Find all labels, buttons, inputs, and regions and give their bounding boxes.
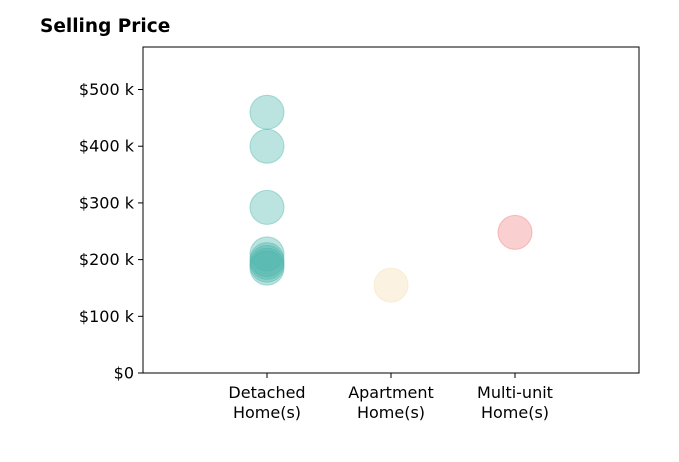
x-tick-label: Apartment Home(s) [348,383,434,422]
data-point [249,244,285,280]
y-tick-label: $200 k [79,250,135,269]
chart-title: Selling Price [40,16,171,37]
x-tick-label: Multi-unit Home(s) [477,383,553,422]
y-tick-label: $400 k [79,137,135,156]
y-tick-label: $300 k [79,193,135,212]
data-point [373,267,409,303]
y-tick-label: $100 k [79,307,135,326]
y-axis: $0 $100 k $200 k $300 k $400 k $500 k [79,80,143,383]
x-tick-label: Detached Home(s) [228,383,305,422]
data-point [249,247,285,283]
data-point [497,214,533,250]
marks-layer [249,94,533,303]
y-tick-label: $0 [114,364,134,383]
data-point [249,236,285,272]
data-point [249,242,285,278]
data-point [249,189,285,225]
plot-frame [142,46,640,374]
y-tick-label: $500 k [79,80,135,99]
x-axis: Detached Home(s) Apartment Home(s) Multi-uni… [228,373,553,422]
data-point [249,94,285,130]
data-point [249,250,285,286]
data-point [249,128,285,164]
